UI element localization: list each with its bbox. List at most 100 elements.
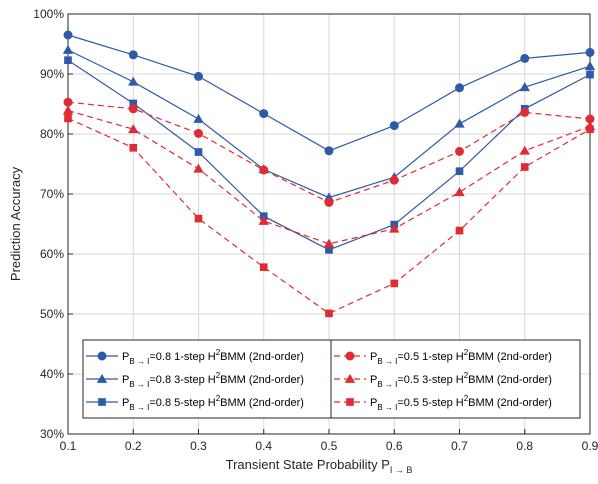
data-point <box>194 148 203 156</box>
legend-marker <box>344 373 356 383</box>
data-point <box>129 143 138 152</box>
x-tick-label: 0.1 <box>60 439 77 453</box>
data-point <box>259 263 268 272</box>
legend-label-prefix: P <box>122 374 129 386</box>
data-point <box>194 214 203 223</box>
data-point <box>259 165 269 175</box>
axis-ticks: 0.1 0.2 0.3 0.4 0.5 0.6 0.7 0.8 0.9 30% 40% 50% 60% 7… <box>33 7 598 453</box>
data-point <box>193 113 204 123</box>
legend-label-sup: 2 <box>464 371 469 380</box>
legend-entry-2: PB → I=0.8 3-step H2BMM (2nd-order) <box>122 371 304 389</box>
legend-marker <box>96 373 108 383</box>
legend-label-prefix: P <box>122 397 129 409</box>
data-point <box>455 226 464 235</box>
x-axis-label: Transient State Probability PI → B <box>226 457 413 475</box>
x-axis-label-subscript: I → B <box>390 465 413 475</box>
series-6 <box>64 114 594 318</box>
legend-label-mid: =0.5 5-step H <box>397 397 463 409</box>
legend-label-prefix: P <box>122 351 129 363</box>
legend-label-prefix: P <box>370 397 377 409</box>
legend-label-sup: 2 <box>464 348 469 357</box>
data-point <box>64 114 72 123</box>
legend-label-end: BMM (2nd-order) <box>220 351 304 363</box>
y-axis-label: Prediction Accuracy <box>8 166 23 281</box>
data-point <box>520 53 530 63</box>
legend-label-prefix: P <box>370 351 377 363</box>
data-point <box>62 105 74 115</box>
legend-label-sup: 2 <box>216 394 221 403</box>
x-tick-label: 0.2 <box>125 439 142 453</box>
legend-label-sub: B → I <box>129 380 149 389</box>
legend-label-end: BMM (2nd-order) <box>468 351 552 363</box>
legend-entry-3: PB → I=0.8 5-step H2BMM (2nd-order) <box>122 394 304 412</box>
series-1 <box>63 30 595 156</box>
data-point <box>194 71 203 81</box>
data-point <box>324 197 334 207</box>
legend-label-mid: =0.5 3-step H <box>397 374 463 386</box>
legend-entry-6: PB → I=0.5 5-step H2BMM (2nd-order) <box>370 394 552 412</box>
data-point <box>324 146 334 156</box>
data-point <box>455 167 464 176</box>
data-point <box>323 238 335 248</box>
data-point <box>455 146 464 156</box>
x-tick-label: 0.4 <box>255 439 272 453</box>
data-point <box>128 104 138 114</box>
data-point <box>389 223 400 233</box>
series-4 <box>63 97 595 207</box>
data-point <box>389 121 399 131</box>
data-point <box>390 279 399 288</box>
data-point <box>63 97 73 107</box>
legend-label-sub: B → I <box>129 357 149 366</box>
data-point <box>520 107 530 117</box>
series-group <box>62 30 596 318</box>
legend-label-end: BMM (2nd-order) <box>220 397 304 409</box>
legend-label-mid: =0.8 1-step H <box>149 351 215 363</box>
series-line <box>67 110 591 245</box>
legend-label-end: BMM (2nd-order) <box>468 397 552 409</box>
legend-entry-1: PB → I=0.8 1-step H2BMM (2nd-order) <box>122 348 304 366</box>
y-tick-label: 50% <box>40 307 64 321</box>
legend-marker <box>345 351 355 361</box>
legend-label-sub: B → I <box>377 357 397 366</box>
y-tick-label: 30% <box>40 427 64 441</box>
legend-label-sub: B → I <box>377 403 397 412</box>
data-point <box>585 114 595 124</box>
y-tick-label: 100% <box>33 7 64 21</box>
data-point <box>129 99 138 108</box>
y-tick-label: 80% <box>40 127 64 141</box>
data-point <box>586 125 594 134</box>
legend-label-end: BMM (2nd-order) <box>220 374 304 386</box>
x-tick-label: 0.7 <box>451 439 468 453</box>
legend-label-sup: 2 <box>464 394 469 403</box>
data-point <box>128 50 138 60</box>
x-tick-label: 0.3 <box>190 439 207 453</box>
x-tick-label: 0.9 <box>582 439 598 453</box>
legend-marker <box>98 398 106 406</box>
data-point <box>585 47 595 57</box>
x-tick-label: 0.8 <box>516 439 533 453</box>
legend-label-sub: B → I <box>129 403 149 412</box>
data-point <box>325 245 333 254</box>
data-point <box>128 76 139 86</box>
data-point <box>389 175 399 185</box>
data-point <box>64 56 72 65</box>
legend-label-sup: 2 <box>216 371 221 380</box>
data-point <box>128 124 139 134</box>
data-point <box>63 30 73 40</box>
data-point <box>454 118 465 128</box>
data-point <box>519 82 530 92</box>
data-point <box>259 109 269 119</box>
legend-entry-4: PB → I=0.5 1-step H2BMM (2nd-order) <box>370 348 552 366</box>
y-tick-label: 40% <box>40 367 64 381</box>
data-point <box>455 83 464 93</box>
data-point <box>62 44 74 54</box>
x-axis-label-main: Transient State Probability P <box>226 457 390 472</box>
data-point <box>519 145 530 155</box>
legend-label-mid: =0.8 5-step H <box>149 397 215 409</box>
data-point <box>193 163 204 173</box>
legend-label-mid: =0.5 1-step H <box>397 351 463 363</box>
x-tick-label: 0.6 <box>386 439 403 453</box>
legend-marker <box>346 398 354 406</box>
x-tick-label: 0.5 <box>321 439 338 453</box>
legend-label-sup: 2 <box>216 348 221 357</box>
